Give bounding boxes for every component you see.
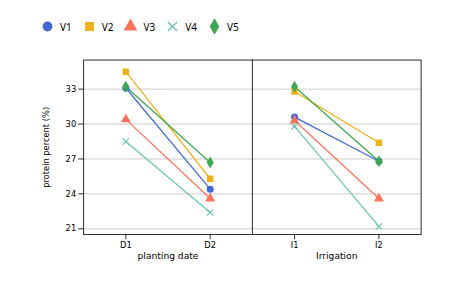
svg-text:Irrigation: Irrigation — [316, 251, 358, 261]
svg-text:30: 30 — [66, 119, 77, 129]
svg-text:I2: I2 — [375, 240, 383, 250]
html-text:V1: V1 — [60, 19, 72, 34]
html-text:V3: V3 — [143, 19, 156, 34]
svg-text:33: 33 — [66, 84, 77, 94]
html-text:V5: V5 — [226, 19, 239, 34]
svg-text:protein percent (%): protein percent (%) — [41, 107, 51, 188]
svg-text:D1: D1 — [120, 240, 132, 250]
svg-text:24: 24 — [66, 189, 77, 199]
svg-text:D2: D2 — [204, 240, 216, 250]
svg-text:27: 27 — [66, 154, 77, 164]
html-text:V2: V2 — [101, 19, 114, 34]
html-text:V4: V4 — [185, 19, 197, 34]
svg-text:21: 21 — [66, 223, 77, 233]
svg-text:planting date: planting date — [138, 251, 199, 261]
svg-text:I1: I1 — [291, 240, 299, 250]
